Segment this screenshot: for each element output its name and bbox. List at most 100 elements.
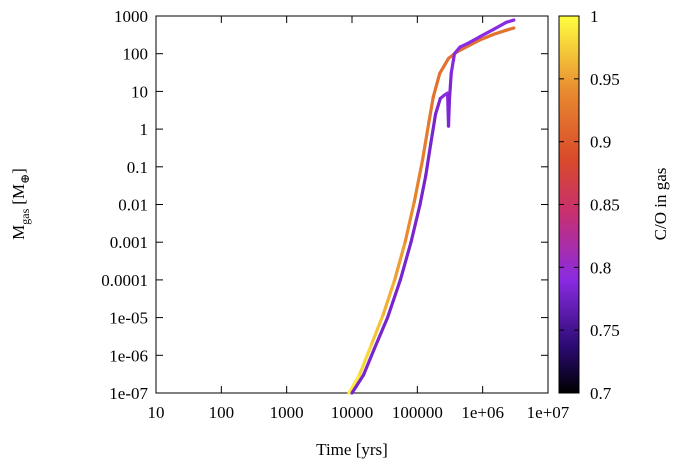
svg-text:Mgas[M⊕]: Mgas [M⊕] — [9, 168, 32, 240]
y-tick-label: 1000 — [114, 7, 148, 26]
series-2-point — [362, 373, 365, 377]
colorbar-tick-label: 0.8 — [590, 258, 611, 277]
series-2-segment — [447, 71, 453, 102]
series-2-point — [424, 173, 428, 177]
series-2-point — [447, 124, 450, 128]
series-2-point — [434, 112, 437, 116]
x-tick-label: 10000 — [331, 403, 374, 422]
series-2-point — [512, 18, 516, 22]
colorbar-tick-label: 0.75 — [590, 321, 620, 340]
series-2-point — [492, 27, 496, 31]
series-1-segment — [492, 28, 508, 36]
series-2-segment — [424, 142, 433, 177]
series-2-point — [448, 98, 451, 101]
series-2-segment — [409, 202, 422, 244]
series-1-point — [370, 342, 373, 346]
series-1-point — [505, 29, 508, 32]
series-2-segment — [449, 52, 457, 76]
y-tick-label: 1e-07 — [109, 384, 148, 403]
y-axis-label: Mgas [M⊕] — [9, 168, 32, 240]
colorbar-label: C/O in gas — [651, 168, 670, 241]
series-2-point — [373, 347, 376, 350]
series-2-segment — [446, 98, 452, 128]
series-2-point — [458, 45, 462, 49]
series-2-point — [418, 203, 422, 206]
y-tick-label: 1e-06 — [109, 346, 148, 365]
series-1-point — [358, 373, 361, 377]
series-2-point — [386, 316, 389, 319]
y-tick-label: 0.001 — [110, 233, 148, 252]
series-1-point — [438, 72, 441, 75]
series-2-segment — [361, 347, 376, 377]
y-tick-label: 10 — [131, 82, 148, 101]
series-2-segment — [372, 316, 390, 351]
series-2-point — [453, 52, 456, 55]
x-tick-label: 1e+07 — [527, 403, 570, 422]
series-1-segment — [504, 26, 516, 32]
series-1-point — [432, 96, 435, 99]
series-1-segment — [431, 71, 442, 99]
colorbar-ticks: 0.7 0.75 0.8 0.85 0.9 0.95 1 — [559, 7, 620, 403]
y-tick-label: 1 — [140, 120, 149, 139]
series-1-point — [421, 158, 424, 162]
series-2-point — [450, 72, 453, 75]
series-1-point — [466, 44, 470, 48]
series-2-point — [350, 391, 354, 395]
series-1-point — [413, 200, 416, 203]
series-2-point — [505, 21, 508, 24]
series-2-segment — [504, 18, 516, 24]
series-2-point — [446, 91, 449, 95]
y-tick-label: 0.0001 — [101, 271, 148, 290]
series-1-segment — [393, 240, 407, 282]
y-axis-ticks: 1e-07 1e-06 1e-05 0.0001 0.001 0.01 0.1 1 10 100 1… — [101, 7, 548, 403]
series-layer — [347, 18, 516, 395]
series-1-segment — [427, 95, 435, 125]
series-1-segment — [347, 373, 362, 395]
series-1-point — [347, 391, 351, 395]
series-2-segment — [478, 27, 496, 39]
series-2-segment — [385, 278, 402, 320]
x-axis-label: Time [yrs] — [316, 440, 388, 459]
series-1-segment — [438, 56, 451, 76]
series-2-segment — [418, 173, 428, 207]
y-tick-label: 1e-05 — [109, 309, 148, 328]
series-2 — [350, 18, 516, 395]
series-1-point — [403, 241, 407, 244]
series-1-segment — [381, 278, 397, 317]
series-2-point — [429, 142, 432, 146]
x-tick-label: 1e+06 — [461, 403, 504, 422]
series-1-segment — [370, 313, 385, 346]
series-1-point — [512, 26, 516, 30]
series-2-segment — [350, 373, 366, 395]
series-1-point — [427, 121, 431, 124]
y-tick-label: 0.1 — [127, 158, 148, 177]
x-tick-label: 1000 — [270, 403, 304, 422]
series-1-point — [381, 313, 385, 316]
y-label-close: ] — [9, 168, 28, 174]
x-tick-label: 100 — [209, 403, 235, 422]
y-label-sub: gas — [18, 208, 32, 224]
y-label-main: M — [9, 225, 28, 240]
x-axis-ticks: 10 100 1000 10000 100000 1e+06 1e+07 — [148, 16, 570, 422]
colorbar-tick-label: 0.95 — [590, 70, 620, 89]
colorbar-tick-label: 1 — [590, 7, 599, 26]
y-label-unit-symbol: ⊕ — [18, 174, 32, 184]
series-2-point — [466, 41, 470, 45]
y-label-unit: [M — [9, 184, 28, 205]
plot-frame — [155, 15, 549, 394]
series-1-point — [393, 278, 396, 282]
series-2-segment — [492, 20, 508, 31]
series-2-point — [439, 97, 442, 100]
x-tick-label: 10 — [148, 403, 165, 422]
series-1-point — [478, 38, 481, 42]
colorbar-tick-label: 0.9 — [590, 133, 611, 152]
series-2-point — [399, 278, 402, 282]
series-1-point — [447, 57, 450, 60]
x-tick-label: 100000 — [392, 403, 443, 422]
colorbar-tick-label: 0.85 — [590, 196, 620, 215]
y-tick-label: 0.01 — [118, 196, 148, 215]
series-1 — [347, 26, 516, 395]
series-1-point — [492, 32, 496, 36]
y-tick-label: 100 — [123, 45, 149, 64]
